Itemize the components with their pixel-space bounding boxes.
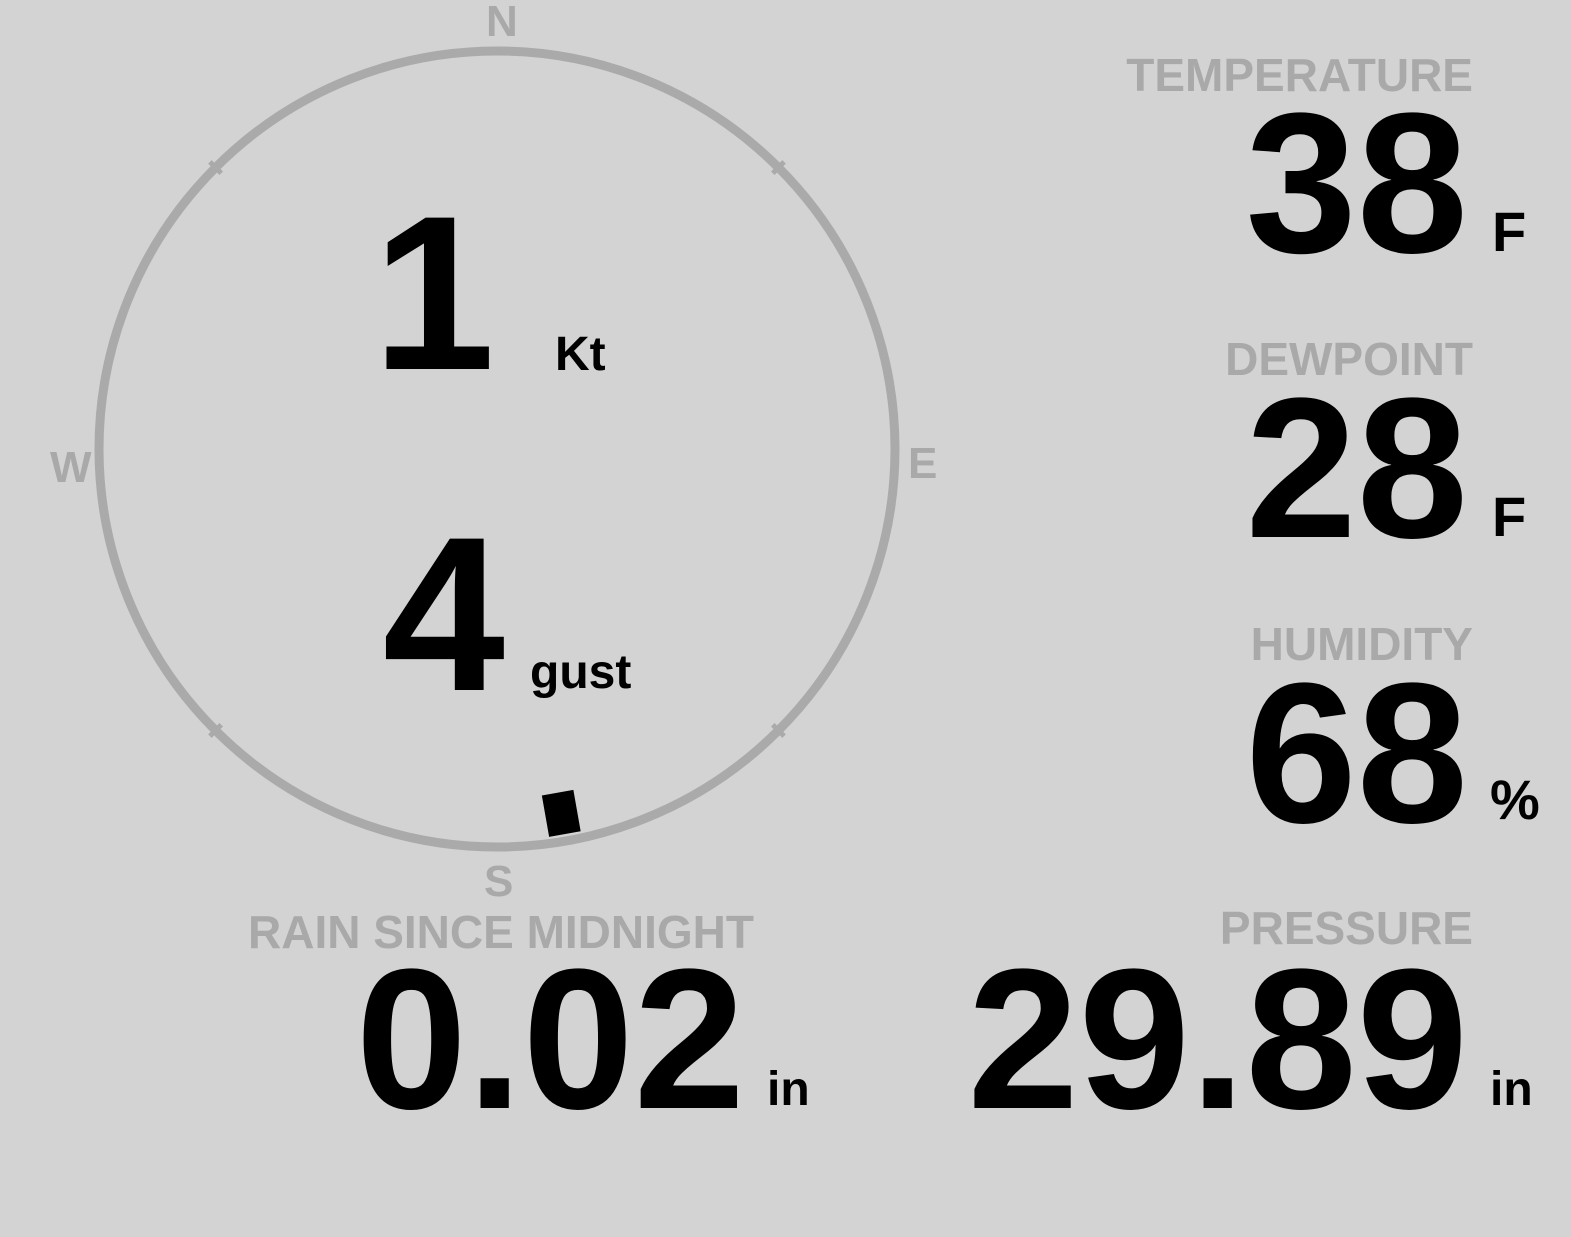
compass-south: S xyxy=(484,857,514,906)
pressure-unit: in xyxy=(1490,1063,1533,1116)
wind-speed: 1 xyxy=(372,170,495,416)
humidity-value: 68 xyxy=(1245,642,1468,865)
dewpoint-label: DEWPOINT xyxy=(1225,333,1473,385)
compass-tick xyxy=(771,723,786,738)
rain-value: 0.02 xyxy=(355,928,745,1151)
compass-tick xyxy=(771,160,786,175)
wind-gust: 4 xyxy=(382,491,505,737)
compass-west: W xyxy=(50,443,92,492)
temperature-value: 38 xyxy=(1245,72,1468,295)
dewpoint-value: 28 xyxy=(1245,357,1468,580)
compass-tick xyxy=(208,160,223,175)
rain-unit: in xyxy=(767,1063,810,1116)
wind-direction-indicator xyxy=(541,789,581,837)
wind-speed-unit: Kt xyxy=(555,328,606,381)
compass-north: N xyxy=(486,0,518,46)
compass-tick xyxy=(208,723,223,738)
humidity-label: HUMIDITY xyxy=(1250,618,1473,670)
rain-label: RAIN SINCE MIDNIGHT xyxy=(248,906,754,958)
pressure-label: PRESSURE xyxy=(1219,902,1473,954)
compass-east: E xyxy=(908,439,938,488)
compass-ring xyxy=(94,46,900,852)
pressure-value: 29.89 xyxy=(967,928,1469,1151)
temperature-label: TEMPERATURE xyxy=(1126,49,1473,101)
temperature-unit: F xyxy=(1492,200,1527,263)
dewpoint-unit: F xyxy=(1492,485,1527,548)
humidity-unit: % xyxy=(1490,768,1540,831)
wind-gust-unit: gust xyxy=(530,646,632,699)
